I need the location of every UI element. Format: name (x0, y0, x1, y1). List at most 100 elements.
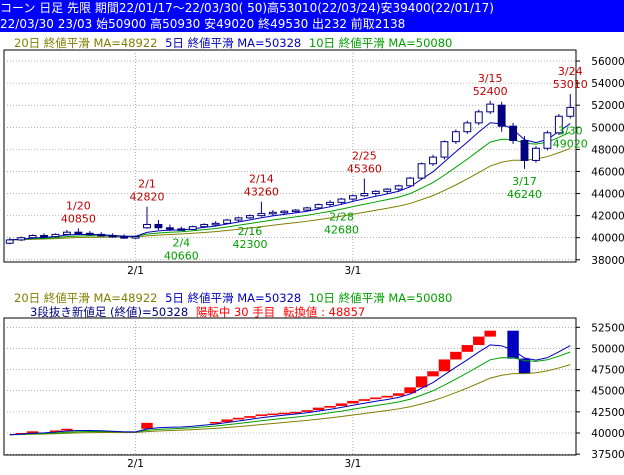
high-annotation-date: 2/14 (249, 173, 274, 186)
low-annotation-date: 2/4 (172, 236, 190, 249)
candle (406, 176, 415, 187)
candle-body (474, 111, 483, 124)
candle (17, 236, 26, 242)
price-y-tick-label: 48000 (591, 144, 624, 156)
candle-body (417, 163, 426, 179)
tlb-brick (255, 414, 268, 417)
tlb-brick (461, 345, 474, 352)
candle-body (543, 132, 552, 149)
tlb-brick (267, 413, 279, 416)
candle (154, 220, 163, 230)
candle (532, 146, 540, 163)
candle-body (348, 195, 357, 200)
tlb-y-tick-label: 47500 (591, 365, 624, 377)
candle (165, 224, 174, 232)
candle (234, 216, 243, 223)
candle-body (131, 236, 140, 239)
bottom-legend: 20日 終値平滑 MA=48922 5日 終値平滑 MA=50328 10日 終… (14, 290, 452, 306)
candle (394, 184, 403, 192)
ma20-line (9, 147, 571, 241)
candle (200, 223, 209, 228)
price-x-tick-label: 3/1 (344, 265, 361, 277)
candle-body (62, 231, 71, 235)
tlb-info: 3段抜き新値足 (終値)=50328 陽転中 30 手目 転換値 : 48857 (30, 304, 365, 320)
tlb-x-tick-label: 2/1 (127, 458, 144, 470)
tlb-y-tick-label: 52500 (591, 322, 624, 334)
price-y-tick-label: 42000 (591, 211, 624, 223)
tlb-y-tick-label: 45000 (591, 386, 624, 398)
candle-body (520, 140, 529, 161)
candle-body (188, 226, 197, 230)
low-annotation-date: 3/30 (558, 124, 583, 137)
top-legend: 20日 終値平滑 MA=48922 5日 終値平滑 MA=50328 10日 終… (14, 35, 452, 51)
tlb-brick (26, 431, 39, 434)
high-annotation-date: 3/24 (558, 65, 583, 78)
candle (246, 214, 254, 219)
candle-body (566, 106, 575, 117)
candle (314, 203, 323, 209)
price-frame (3, 49, 577, 263)
candle-body (74, 231, 83, 235)
candle-body (406, 177, 415, 187)
candle-body (486, 103, 495, 113)
high-annotation-date: 2/25 (352, 150, 377, 163)
candle (85, 231, 94, 236)
tlb-brick (290, 411, 302, 414)
title-line-1: コーン 日足 先限 期間22/01/17～22/03/30( 50)高53010… (0, 1, 494, 15)
candle (74, 228, 83, 235)
candle (348, 194, 357, 202)
tlb-y-tick-label: 40000 (591, 428, 624, 440)
candle (554, 114, 563, 136)
candle-body (497, 104, 506, 127)
low-annotation-date: 2/28 (329, 211, 354, 224)
candle (177, 226, 186, 231)
candle-body (463, 122, 472, 133)
tlb-brick (312, 407, 325, 411)
candle (120, 234, 129, 239)
candle-body (234, 217, 243, 221)
candle (509, 122, 518, 144)
candle-body (440, 141, 449, 158)
legend-ma5: 5日 終値平滑 MA=50328 (165, 36, 302, 50)
candle-body (28, 235, 37, 239)
candle (326, 200, 334, 207)
high-annotation-value: 43260 (244, 186, 279, 199)
candle (62, 229, 71, 236)
candle (543, 130, 552, 151)
tlb-brick (381, 395, 393, 398)
candle-body (108, 235, 117, 238)
candle (28, 234, 37, 239)
tlb-frame (3, 317, 577, 456)
candle-body (211, 222, 220, 226)
price-y-tick-label: 40000 (591, 233, 624, 245)
legend-ma10: 10日 終値平滑 MA=50080 (308, 36, 453, 50)
candle-body (165, 227, 174, 230)
tlb-ma5-line (9, 344, 571, 436)
high-annotation-value: 45360 (347, 163, 382, 176)
price-y-tick-label: 52000 (591, 100, 624, 112)
tlb-brick (335, 403, 348, 406)
tlb-turn-status: 陽転中 30 手目 (195, 305, 276, 319)
candle-body (360, 193, 369, 197)
price-y-tick-label: 44000 (591, 189, 624, 201)
tlb-y-tick-label: 50000 (591, 343, 624, 355)
chart-info-bar: 22/03/30 23/03 始50900 高50930 安49020 終495… (0, 16, 624, 32)
tlb-brick (404, 387, 416, 394)
candle (337, 197, 346, 205)
candle-body (17, 237, 26, 241)
candle (223, 218, 232, 225)
price-y-tick-label: 54000 (591, 78, 624, 90)
price-y-tick-label: 50000 (591, 122, 624, 134)
high-annotation-value: 52400 (473, 85, 508, 98)
candle (40, 233, 48, 238)
candle-body (177, 228, 186, 231)
candle-body (532, 147, 540, 161)
candle-body (326, 201, 334, 206)
candle (360, 178, 369, 197)
tlb-y-tick-label: 42500 (591, 407, 624, 419)
tlb-y-tick-label: 37500 (591, 449, 624, 461)
tlb-brick (484, 330, 496, 337)
candle (486, 100, 495, 115)
tlb-brick (507, 330, 519, 359)
